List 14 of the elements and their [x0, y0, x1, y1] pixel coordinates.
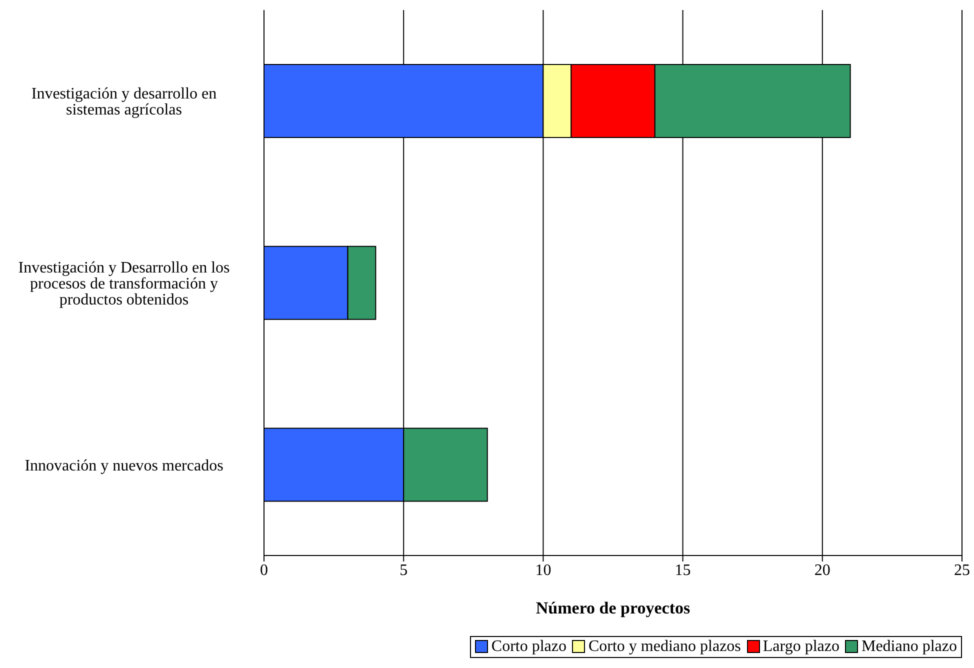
y-tick-label: Investigación y desarrollo en sistemas agrícolas: [31, 86, 217, 119]
x-tick-label: 5: [400, 562, 408, 579]
y-tick-label: Innovación y nuevos mercados: [24, 457, 224, 474]
x-tick-label: 10: [535, 562, 552, 579]
legend-label: Mediano plazo: [860, 638, 957, 656]
x-tick-label: 25: [954, 562, 970, 579]
x-tick-label: 15: [674, 562, 691, 579]
legend-label: Corto y mediano plazos: [587, 638, 741, 656]
x-tick-label: 20: [814, 562, 830, 579]
legend-label: Corto plazo: [490, 638, 566, 656]
x-axis-title: Número de proyectos: [536, 598, 690, 618]
legend-label: Largo plazo: [762, 638, 840, 656]
y-tick-label: Investigación y Desarrollo en los procesos de transformación y productos obtenidos: [18, 259, 230, 308]
x-tick-label: 0: [260, 562, 268, 579]
